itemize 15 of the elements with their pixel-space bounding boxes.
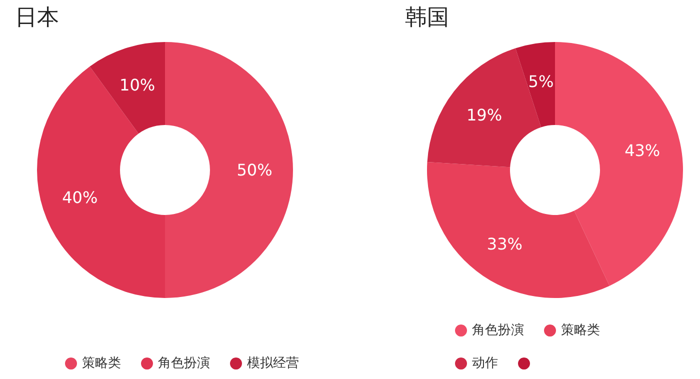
chart-title: 韩国 xyxy=(405,6,449,30)
legend-label: 角色扮演 xyxy=(472,323,524,338)
data-label: 5% xyxy=(528,72,554,92)
data-label: 19% xyxy=(466,106,502,125)
data-label: 33% xyxy=(486,234,522,254)
legend-label: 模拟经营 xyxy=(247,356,299,371)
legend-label: 策略类 xyxy=(82,356,121,371)
data-label: 43% xyxy=(624,140,660,160)
data-label: 10% xyxy=(120,75,156,94)
legend-label: 角色扮演 xyxy=(158,356,210,371)
chart-title: 日本 xyxy=(15,6,59,30)
data-label: 40% xyxy=(62,188,98,208)
legend-label: 动作 xyxy=(472,356,498,371)
legend-label: 策略类 xyxy=(561,323,600,338)
data-label: 50% xyxy=(236,160,272,180)
